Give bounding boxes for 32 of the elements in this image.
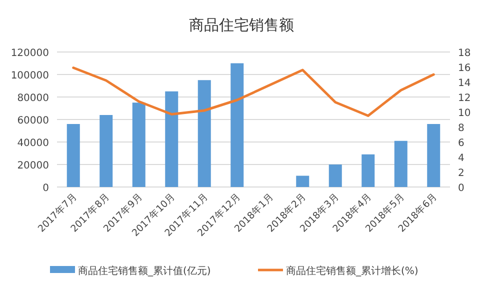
- y2-tick-label: 10: [458, 108, 471, 119]
- y2-tick-label: 18: [458, 48, 471, 59]
- bar: [394, 140, 408, 187]
- bar: [362, 154, 375, 187]
- chart-title: 商品住宅销售额: [189, 16, 294, 34]
- y-tick-label: 20000: [17, 160, 49, 172]
- y2-tick-label: 2: [458, 168, 464, 179]
- y-tick-label: 0: [42, 183, 49, 194]
- y2-tick-label: 14: [458, 78, 471, 89]
- y2-tick-label: 6: [458, 138, 464, 149]
- bar: [100, 115, 113, 187]
- y-tick-label: 80000: [17, 93, 49, 104]
- y-tick-label: 60000: [17, 116, 49, 126]
- bar: [132, 102, 146, 187]
- y-tick-label: 120000: [10, 48, 49, 59]
- y2-tick-label: 16: [458, 63, 471, 74]
- y-tick-label: 40000: [17, 138, 49, 149]
- bar: [66, 124, 80, 187]
- y-tick-label: 100000: [10, 70, 49, 82]
- bar: [296, 176, 310, 187]
- y2-tick-label: 12: [458, 93, 471, 104]
- y2-tick-label: 8: [458, 123, 464, 134]
- legend-label: 商品住宅销售额_累计值(亿元): [78, 265, 211, 277]
- y2-tick-label: 4: [458, 153, 464, 164]
- bar: [230, 63, 244, 187]
- y2-tick-label: 0: [458, 183, 464, 194]
- bar: [328, 164, 342, 187]
- bar: [198, 80, 211, 187]
- bar: [165, 91, 178, 187]
- line-series: [72, 66, 435, 117]
- bar: [427, 124, 440, 187]
- legend-label: 商品住宅销售额_累计增长(%): [286, 265, 418, 277]
